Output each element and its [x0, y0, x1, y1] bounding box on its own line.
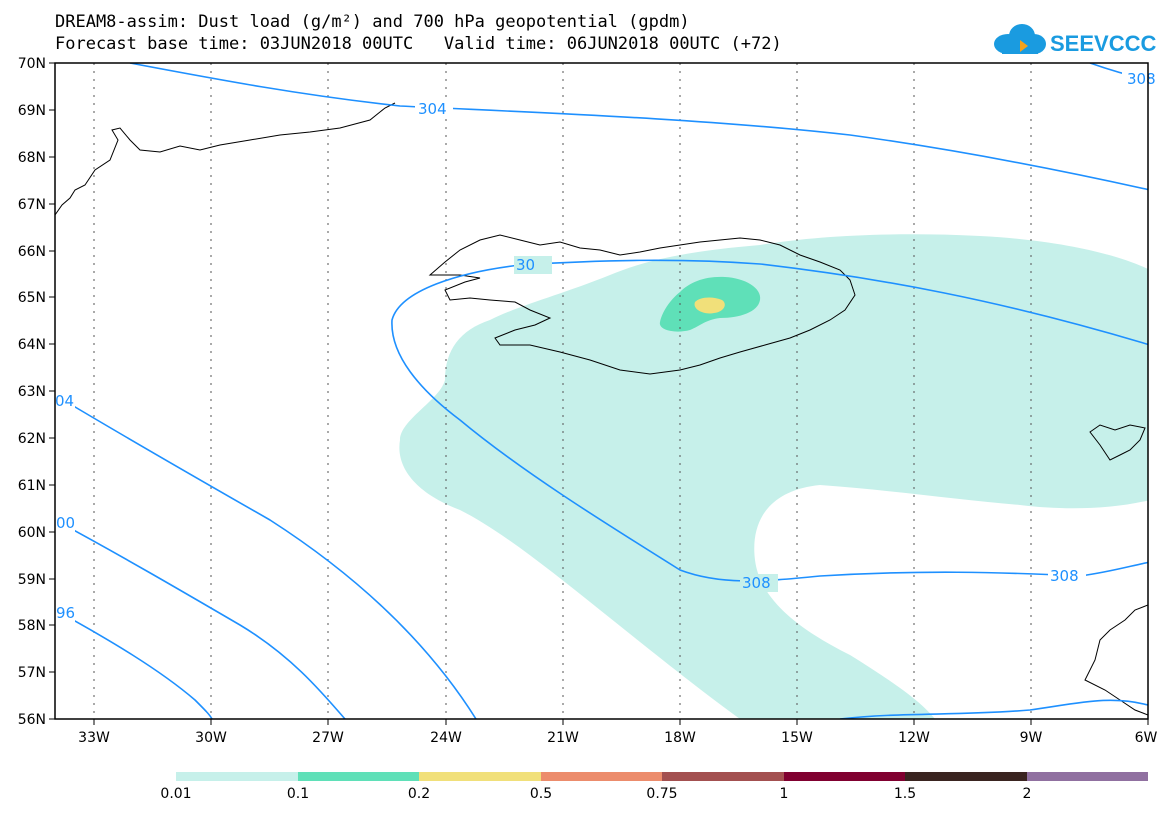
colorbar-tick: 0.5 [529, 786, 553, 802]
dust-plume-low [399, 234, 1148, 719]
colorbar-tick: 0.75 [646, 786, 678, 802]
contour-304-north [129, 63, 1148, 191]
lat-label: 65N [18, 290, 46, 306]
lon-label: 27W [312, 730, 344, 746]
dust-shading [399, 234, 1148, 719]
colorbar-swatch [1026, 772, 1148, 781]
colorbar-swatch [176, 772, 298, 781]
geopotential-contours [55, 63, 1148, 719]
axis-ticks [49, 62, 1149, 725]
lat-label: 59N [18, 572, 46, 588]
contour-308-main [519, 259, 1148, 346]
colorbar-tick: 0.01 [160, 786, 192, 802]
lat-label: 56N [18, 712, 46, 728]
colorbar-swatch [905, 772, 1027, 781]
lat-label: 60N [18, 525, 46, 541]
coastlines [55, 102, 1148, 716]
colorbar-swatch [540, 772, 662, 781]
lat-label: 57N [18, 665, 46, 681]
contour-label: 96 [56, 604, 75, 622]
contour-308-south [839, 699, 1148, 719]
contour-labels: 304 308 30 04 00 96 308 308 [55, 70, 1156, 622]
lon-label: 30W [195, 730, 227, 746]
lat-label: 69N [18, 103, 46, 119]
latitude-labels: 70N 69N 68N 67N 66N 65N 64N 63N 62N 61N … [18, 56, 46, 728]
colorbar-tick: 1.5 [893, 786, 917, 802]
contour-296 [55, 609, 213, 719]
lon-label: 15W [781, 730, 813, 746]
colorbar-swatch [419, 772, 541, 781]
colorbar-tick: 0.1 [286, 786, 310, 802]
iceland-coast [428, 234, 856, 375]
lat-label: 66N [18, 244, 46, 260]
lat-label: 67N [18, 197, 46, 213]
contour-label: 304 [418, 100, 447, 118]
lon-label: 24W [430, 730, 462, 746]
lon-label: 6W [1135, 730, 1158, 746]
colorbar-swatch [783, 772, 905, 781]
lon-label: 12W [898, 730, 930, 746]
lon-label: 21W [547, 730, 579, 746]
dust-plume-high [694, 297, 725, 314]
lat-label: 63N [18, 384, 46, 400]
contour-308-loop [391, 264, 1148, 582]
lat-label: 58N [18, 618, 46, 634]
colorbar [176, 772, 1148, 781]
lat-label: 68N [18, 150, 46, 166]
contour-label: 00 [56, 514, 75, 532]
logo-text: SEEVCCC [1050, 31, 1156, 56]
colorbar-tick: 1 [779, 786, 789, 802]
contour-304-west [55, 394, 477, 719]
colorbar-swatch [297, 772, 419, 781]
longitude-labels: 33W 30W 27W 24W 21W 18W 15W 12W 9W 6W [78, 730, 1157, 746]
seevccc-logo: SEEVCCC [994, 24, 1156, 56]
graticule [93, 63, 1032, 719]
scotland-coast [1084, 604, 1148, 716]
lat-label: 61N [18, 478, 46, 494]
cloud-icon [994, 24, 1046, 54]
lon-label: 18W [664, 730, 696, 746]
greenland-coast [55, 102, 396, 216]
colorbar-swatch [662, 772, 784, 781]
contour-label: 308 [1127, 70, 1156, 88]
contour-300 [55, 519, 346, 719]
map-subtitle: Forecast base time: 03JUN2018 00UTC Vali… [55, 34, 782, 54]
contour-label: 30 [516, 256, 535, 274]
colorbar-tick: 0.2 [407, 786, 431, 802]
colorbar-tick: 2 [1022, 786, 1032, 802]
lat-label: 62N [18, 431, 46, 447]
faroe-coast [1089, 424, 1146, 461]
map-title: DREAM8-assim: Dust load (g/m²) and 700 h… [55, 12, 690, 32]
contour-label: 04 [55, 392, 74, 410]
lon-label: 9W [1020, 730, 1043, 746]
lon-label: 33W [78, 730, 110, 746]
contour-label: 308 [1050, 567, 1079, 585]
lat-label: 64N [18, 337, 46, 353]
contour-label: 308 [742, 574, 771, 592]
lat-label: 70N [18, 56, 46, 72]
